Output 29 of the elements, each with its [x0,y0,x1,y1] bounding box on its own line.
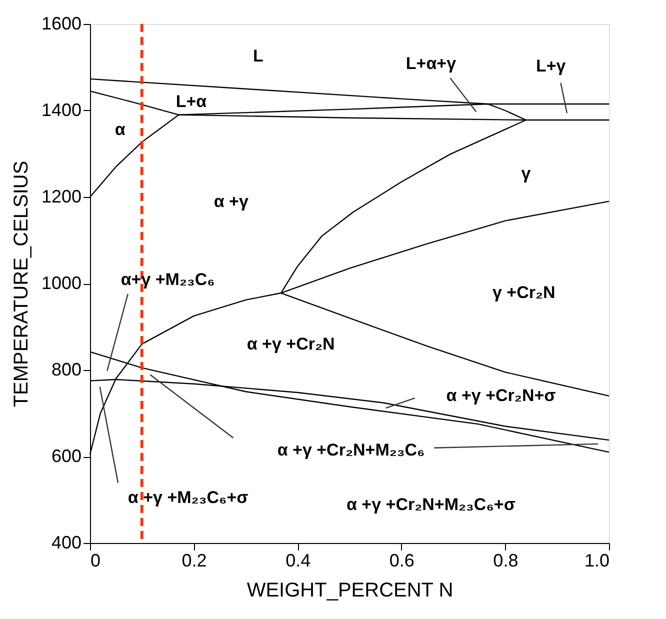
annotation: α+γ +M₂₃C₆ [120,270,215,289]
annotation: α [114,120,126,139]
x-tick-label: 0.8 [493,550,518,570]
annotation: α +γ +Cr₂N [246,334,335,354]
annotation: γ [521,164,532,183]
annotation: α +γ +M₂₃C₆+σ [128,488,249,507]
x-axis-title: WEIGHT_PERCENT N [246,580,454,602]
annotation: γ +Cr₂N [492,282,556,302]
annotation: L+γ [536,56,566,76]
annotation: L+α [176,92,208,111]
annotation: α +γ +Cr₂N+M₂₃C₆ [277,440,425,460]
y-axis-title: TEMPERATURE_CELSIUS [10,160,32,408]
y-tick-label: 400 [51,532,82,552]
y-tick-label: 600 [51,446,82,466]
x-tick-label: 0.2 [182,550,207,570]
annotation: L [252,46,264,66]
y-tick-label: 800 [51,360,82,380]
x-tick-label: 1.0 [584,550,610,570]
y-tick-label: 1200 [41,186,82,206]
annotation: α +γ +Cr₂N+M₂₃C₆+σ [346,495,516,514]
y-tick-label: 1000 [41,273,82,293]
annotation: α +γ [214,192,249,212]
y-tick-label: 1600 [41,14,82,34]
x-tick-label: 0.4 [286,550,311,570]
x-tick-label: 0.6 [389,550,414,570]
annotation: α +γ +Cr₂N+σ [446,386,556,406]
x-tick-label: 0 [90,550,101,570]
annotation: L+α+γ [406,54,457,73]
y-tick-label: 1400 [41,100,82,120]
